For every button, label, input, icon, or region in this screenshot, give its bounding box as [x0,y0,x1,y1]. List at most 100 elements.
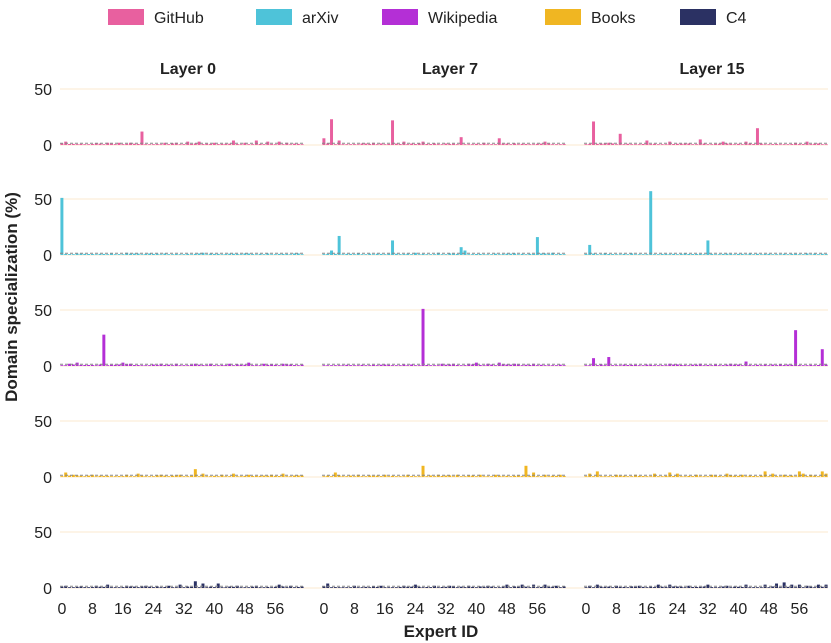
bar [813,253,817,255]
bar [436,144,440,145]
bar [251,144,255,145]
bar [562,365,566,366]
bar [801,254,805,255]
bar [797,144,801,145]
bar [539,586,543,588]
bar [337,235,341,255]
panel-books-0 [60,469,304,477]
bar [706,144,710,145]
bar [371,142,375,145]
bar [148,253,152,255]
chart-rows: 0 50 0 50 0 50 0 50 0 50 [34,82,828,598]
bar [691,144,695,145]
bar [155,144,159,145]
bar [262,475,266,477]
bar [539,253,543,255]
bar [547,476,551,477]
bar [113,254,117,255]
bar [270,587,274,588]
bar [649,144,653,145]
bar [140,131,144,145]
bar [258,365,262,366]
bar [775,254,779,255]
bar [98,143,102,145]
x-tick-label: 40 [206,601,224,618]
bar [228,143,232,145]
bar [352,585,356,588]
bar [725,143,729,145]
bar [277,584,281,588]
bar [258,475,262,477]
bar [809,364,813,366]
bar [702,476,706,477]
bar [330,250,334,255]
bar [197,587,201,588]
bar [117,142,121,145]
bar [201,252,205,255]
bar [174,253,178,255]
bar [797,365,801,366]
bar [220,365,224,366]
bar [71,254,75,255]
bar [679,143,683,145]
bar [322,586,326,588]
bar [618,586,622,588]
bar [748,475,752,477]
bar [109,476,113,477]
bar [698,139,702,145]
bar [144,476,148,477]
bar [455,587,459,588]
bar [740,253,744,255]
bar [614,474,618,477]
bar [490,476,494,477]
bar [216,583,220,588]
panel-wikipedia-0 [60,334,304,366]
bar [675,254,679,255]
bar [520,476,524,477]
bar [444,364,448,366]
bar [790,144,794,145]
bar [277,365,281,366]
bar [649,476,653,477]
bar [113,144,117,145]
bar [136,473,140,477]
bar [547,143,551,145]
bar [254,254,258,255]
bar [109,587,113,588]
bar [736,364,740,366]
bar [459,137,463,145]
bar [626,365,630,366]
bar [398,476,402,477]
bar [721,586,725,588]
bar [440,475,444,477]
bar [528,253,532,255]
bar [421,253,425,255]
bar [121,144,125,145]
bar [622,364,626,366]
bar [824,254,828,255]
bar [702,586,706,588]
bar [394,253,398,255]
legend: GitHub arXiv Wikipedia Books C4 [108,9,747,27]
row-github: 0 50 [34,82,828,155]
bar [228,253,232,255]
bar [87,475,91,477]
bar [413,476,417,477]
bar [554,365,558,366]
bar [341,587,345,588]
bar [79,253,83,255]
bar [691,586,695,588]
bar [524,143,528,145]
bar [75,144,79,145]
bar [182,476,186,477]
bar [337,365,341,366]
bar [611,476,615,477]
bar [281,253,285,255]
bar [383,364,387,366]
bar [444,143,448,145]
bar [289,254,293,255]
bar [379,364,383,366]
bar [771,254,775,255]
bar [520,253,524,255]
panel-c4-0 [60,581,304,588]
